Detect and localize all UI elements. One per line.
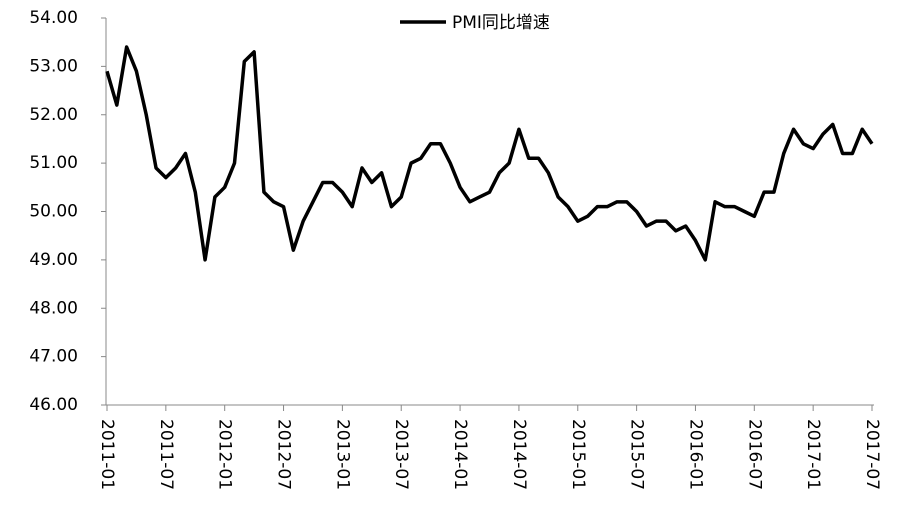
y-tick-label: 52.00 — [29, 105, 78, 125]
x-tick-label: 2016-07 — [744, 419, 764, 490]
x-tick-label: 2013-01 — [332, 419, 352, 490]
x-tick-label: 2011-07 — [156, 419, 176, 490]
x-tick-label: 2012-01 — [215, 419, 235, 490]
x-tick-label: 2012-07 — [274, 419, 294, 490]
x-tick-label: 2017-07 — [862, 419, 882, 490]
x-tick-label: 2015-07 — [627, 419, 647, 490]
x-tick-label: 2011-01 — [97, 419, 117, 490]
x-tick-label: 2014-01 — [450, 419, 470, 490]
y-tick-label: 46.00 — [29, 395, 78, 415]
y-tick-label: 49.00 — [29, 250, 78, 270]
x-tick-label: 2013-07 — [391, 419, 411, 490]
x-tick-label: 2015-01 — [568, 419, 588, 490]
x-tick-label: 2017-01 — [803, 419, 823, 490]
y-tick-label: 47.00 — [29, 347, 78, 367]
x-tick-label: 2016-01 — [685, 419, 705, 490]
x-tick-label: 2014-07 — [509, 419, 529, 490]
y-tick-label: 54.00 — [29, 8, 78, 28]
y-tick-label: 48.00 — [29, 298, 78, 318]
y-tick-label: 51.00 — [29, 153, 78, 173]
series-line — [105, 45, 874, 262]
y-tick-label: 50.00 — [29, 202, 78, 222]
y-tick-label: 53.00 — [29, 56, 78, 76]
legend-label: PMI同比增速 — [452, 13, 550, 33]
